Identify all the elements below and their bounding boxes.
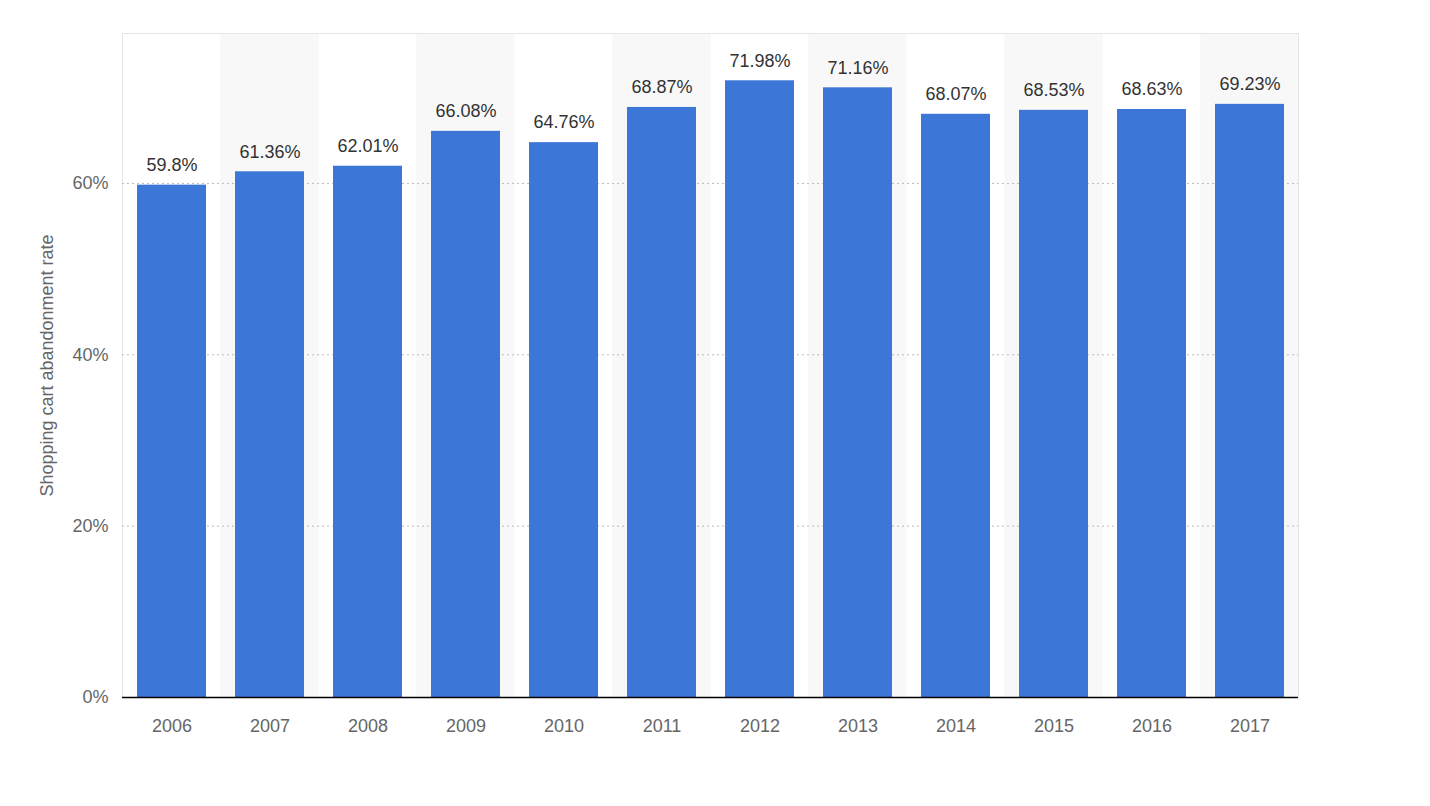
svg-text:2009: 2009	[446, 716, 486, 736]
svg-text:62.01%: 62.01%	[337, 136, 398, 156]
svg-text:2011: 2011	[643, 716, 682, 736]
svg-text:68.87%: 68.87%	[631, 77, 692, 97]
svg-text:2017: 2017	[1230, 716, 1270, 736]
svg-text:68.53%: 68.53%	[1023, 80, 1084, 100]
svg-text:2006: 2006	[152, 716, 192, 736]
svg-text:68.07%: 68.07%	[925, 84, 986, 104]
svg-text:68.63%: 68.63%	[1121, 79, 1182, 99]
svg-text:60%: 60%	[72, 173, 108, 193]
svg-text:20%: 20%	[72, 516, 108, 536]
svg-text:2013: 2013	[838, 716, 878, 736]
svg-text:61.36%: 61.36%	[239, 142, 300, 162]
svg-text:71.98%: 71.98%	[729, 51, 790, 71]
svg-text:2015: 2015	[1034, 716, 1074, 736]
svg-text:2016: 2016	[1132, 716, 1172, 736]
svg-text:59.8%: 59.8%	[146, 155, 197, 175]
svg-text:64.76%: 64.76%	[533, 112, 594, 132]
svg-text:0%: 0%	[82, 687, 108, 707]
svg-text:66.08%: 66.08%	[435, 101, 496, 121]
svg-text:Shopping cart abandonment rate: Shopping cart abandonment rate	[37, 234, 57, 496]
svg-text:71.16%: 71.16%	[827, 58, 888, 78]
svg-text:2014: 2014	[936, 716, 976, 736]
svg-text:2007: 2007	[250, 716, 290, 736]
svg-text:2012: 2012	[740, 716, 780, 736]
svg-text:69.23%: 69.23%	[1219, 74, 1280, 94]
svg-text:40%: 40%	[72, 345, 108, 365]
svg-text:2008: 2008	[348, 716, 388, 736]
svg-text:2010: 2010	[544, 716, 584, 736]
